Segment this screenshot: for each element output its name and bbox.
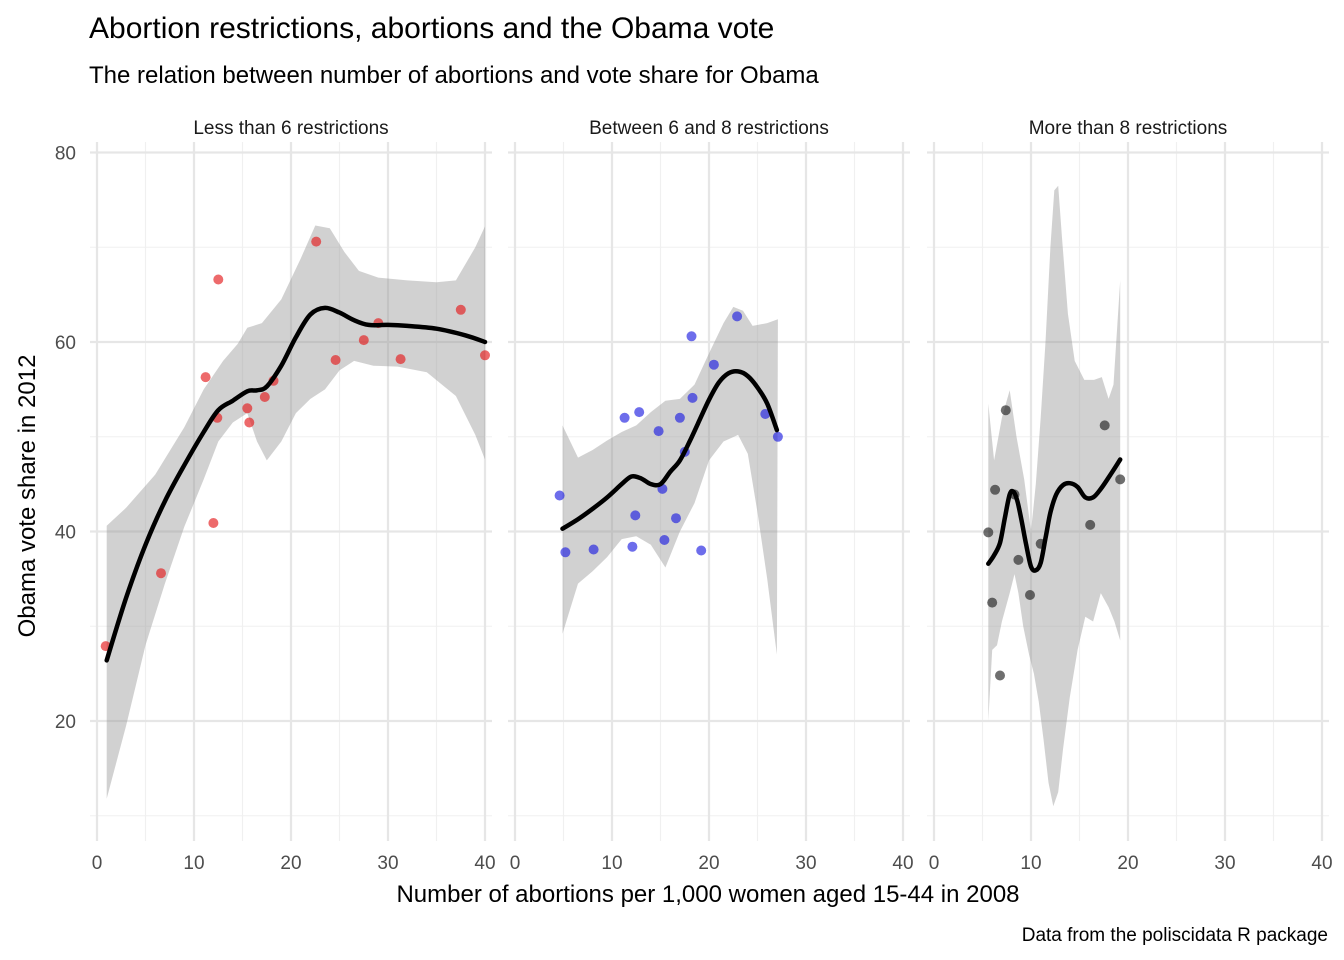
data-point	[455, 304, 466, 315]
data-point	[200, 372, 211, 383]
y-tick-label: 20	[55, 712, 76, 733]
data-point	[627, 541, 638, 552]
facet-label: More than 8 restrictions	[1029, 118, 1228, 139]
x-tick-label: 30	[795, 853, 816, 874]
data-point	[983, 527, 994, 538]
data-point	[619, 412, 630, 423]
data-point	[772, 431, 783, 442]
data-point	[1115, 474, 1126, 485]
data-point	[659, 535, 670, 545]
data-point	[242, 403, 253, 414]
data-point	[395, 354, 406, 365]
data-point	[696, 545, 707, 556]
x-tick-label: 40	[892, 853, 913, 874]
data-point	[990, 484, 1001, 495]
smooth-line	[104, 305, 488, 663]
data-point	[213, 274, 224, 285]
data-point	[1099, 420, 1110, 431]
x-tick-label: 0	[510, 853, 521, 874]
data-point	[554, 490, 565, 501]
facet-panel: Less than 6 restrictions 0 10 20 30 40	[90, 118, 496, 874]
data-point	[1000, 405, 1011, 416]
data-point	[630, 510, 641, 521]
data-point	[560, 547, 571, 558]
smooth-line	[986, 457, 1123, 573]
data-point	[995, 670, 1005, 681]
data-point	[480, 350, 490, 361]
data-point	[732, 311, 743, 322]
y-tick-label: 40	[55, 523, 76, 544]
data-point	[671, 513, 681, 524]
chart-subtitle: The relation between number of abortions…	[89, 62, 819, 89]
x-tick-label: 10	[1020, 853, 1041, 874]
data-point	[686, 331, 697, 342]
data-point	[760, 409, 771, 419]
data-point	[708, 359, 719, 370]
confidence-band	[562, 306, 778, 655]
data-point	[358, 335, 369, 346]
smooth-line	[560, 368, 780, 531]
x-tick-label: 0	[929, 853, 940, 874]
data-point	[1025, 590, 1035, 600]
x-tick-label: 20	[698, 853, 719, 874]
facet-panel: More than 8 restrictions 0 10 20 30 40	[927, 118, 1333, 874]
data-point	[311, 236, 322, 247]
facet-label: Between 6 and 8 restrictions	[589, 118, 829, 139]
x-tick-label: 20	[280, 853, 301, 874]
y-axis-title: Obama vote share in 2012	[14, 355, 41, 638]
x-tick-label: 40	[1311, 853, 1332, 874]
x-tick-label: 10	[601, 853, 622, 874]
chart-title: Abortion restrictions, abortions and the…	[89, 12, 774, 45]
data-point	[653, 426, 664, 437]
confidence-band	[106, 225, 485, 799]
facet-label: Less than 6 restrictions	[193, 118, 388, 139]
y-tick-label: 60	[55, 333, 76, 354]
chart-caption: Data from the poliscidata R package	[1022, 925, 1328, 946]
x-axis-title: Number of abortions per 1,000 women aged…	[396, 881, 1019, 908]
data-point	[687, 392, 698, 403]
data-point	[244, 417, 255, 428]
data-point	[634, 407, 645, 418]
x-tick-label: 30	[1214, 853, 1235, 874]
data-point	[987, 597, 998, 608]
data-point	[1013, 554, 1024, 565]
data-point	[588, 544, 599, 555]
x-tick-label: 30	[377, 853, 398, 874]
data-point	[674, 412, 685, 423]
data-point	[1085, 519, 1096, 530]
x-tick-label: 40	[474, 853, 495, 874]
data-point	[259, 392, 270, 402]
facet-panel: Between 6 and 8 restrictions 0 10 20 30 40	[508, 118, 914, 874]
y-tick-label: 80	[55, 144, 76, 165]
data-point	[208, 518, 219, 528]
x-tick-label: 10	[183, 853, 204, 874]
x-tick-label: 20	[1117, 853, 1138, 874]
x-tick-label: 0	[92, 853, 103, 874]
data-point	[156, 568, 166, 579]
data-point	[330, 355, 341, 365]
